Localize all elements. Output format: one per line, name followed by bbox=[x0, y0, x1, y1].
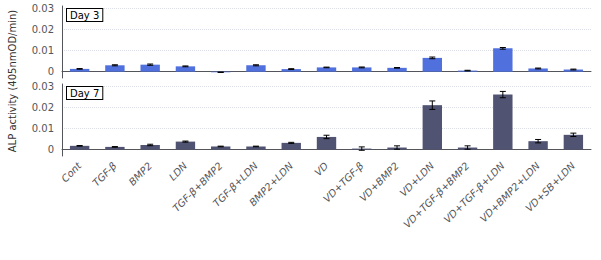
svg-text:VD+TGF-β: VD+TGF-β bbox=[321, 160, 366, 205]
svg-text:BMP2: BMP2 bbox=[127, 160, 154, 187]
svg-text:TGF-β+BMP2: TGF-β+BMP2 bbox=[170, 160, 225, 214]
svg-text:VD+BMP2+LDN: VD+BMP2+LDN bbox=[478, 160, 543, 225]
svg-text:0.02: 0.02 bbox=[32, 102, 54, 113]
svg-text:VD+BMP2: VD+BMP2 bbox=[357, 160, 401, 204]
svg-text:LDN: LDN bbox=[167, 160, 190, 183]
svg-text:0.01: 0.01 bbox=[32, 45, 54, 56]
svg-text:Day 7: Day 7 bbox=[70, 88, 99, 99]
svg-text:ALP activity (405nmOD/min): ALP activity (405nmOD/min) bbox=[7, 10, 18, 153]
svg-text:Cont: Cont bbox=[59, 159, 84, 184]
svg-text:VD: VD bbox=[312, 160, 330, 178]
svg-text:VD+SB+LDN: VD+SB+LDN bbox=[523, 160, 577, 214]
svg-text:0: 0 bbox=[48, 66, 54, 77]
svg-text:0: 0 bbox=[48, 144, 54, 155]
svg-text:VD+LDN: VD+LDN bbox=[397, 160, 437, 199]
svg-text:VD+TGF-β+LDN: VD+TGF-β+LDN bbox=[442, 160, 507, 225]
svg-text:0.01: 0.01 bbox=[32, 123, 54, 134]
svg-text:0.03: 0.03 bbox=[32, 3, 54, 14]
svg-text:TGF-β: TGF-β bbox=[90, 160, 119, 189]
svg-text:VD+TGF-β+BMP2: VD+TGF-β+BMP2 bbox=[401, 160, 471, 230]
svg-text:0.03: 0.03 bbox=[32, 81, 54, 92]
svg-text:TGF-β+LDN: TGF-β+LDN bbox=[211, 160, 260, 209]
svg-text:BMP2+LDN: BMP2+LDN bbox=[247, 160, 295, 208]
svg-text:0.02: 0.02 bbox=[32, 24, 54, 35]
svg-text:Day 3: Day 3 bbox=[70, 10, 99, 21]
